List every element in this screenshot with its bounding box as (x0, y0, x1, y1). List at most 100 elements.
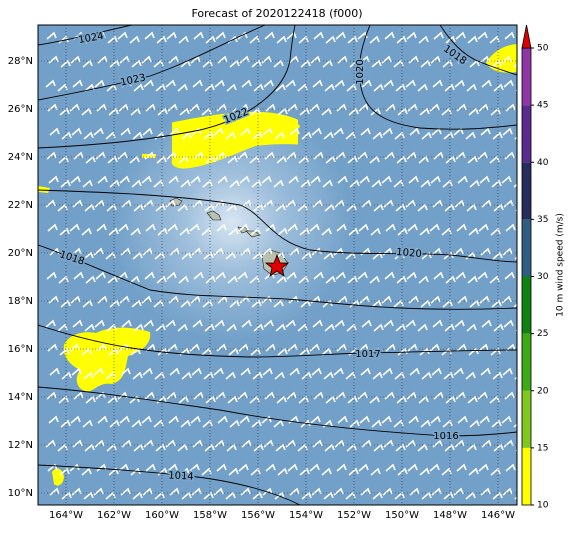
wind-barb (467, 395, 478, 404)
colorbar-extend (521, 24, 532, 49)
wind-barb (190, 55, 201, 64)
wind-barb (70, 295, 81, 304)
wind-barb (385, 103, 396, 112)
colorbar-segment (522, 162, 531, 220)
wind-barb (70, 175, 81, 184)
wind-barb (477, 31, 488, 40)
wind-barb (349, 179, 360, 188)
wind-barb (393, 419, 404, 428)
lon-tick-label: 146°W (481, 510, 515, 521)
wind-barb (301, 371, 312, 380)
wind-barb (201, 467, 212, 476)
wind-barb (119, 175, 130, 184)
wind-barb (193, 151, 204, 160)
wind-barb (312, 199, 323, 208)
wind-barb (129, 275, 140, 284)
wind-barb (214, 319, 225, 328)
wind-barb (241, 79, 252, 88)
wind-barb (385, 343, 396, 352)
wind-barb (480, 487, 491, 496)
wind-barb (265, 343, 276, 352)
wind-barb (408, 175, 419, 184)
wind-barb (120, 247, 131, 256)
wind-barb (69, 463, 80, 472)
wind-barb (97, 415, 108, 424)
wind-barb (49, 127, 60, 136)
lon-tick-label: 164°W (49, 510, 83, 521)
wind-barb (513, 63, 517, 68)
wind-barb (287, 223, 298, 232)
wind-barb (83, 491, 94, 500)
wind-barb (214, 439, 225, 448)
wind-barb (455, 271, 466, 280)
wind-barb (93, 487, 104, 496)
wind-barb (46, 271, 57, 280)
wind-barb (301, 131, 312, 140)
wind-barb (333, 367, 344, 376)
wind-barb (144, 151, 155, 160)
wind-barb (513, 423, 517, 428)
wind-barb (505, 223, 516, 232)
map-layer (38, 25, 517, 505)
lon-tick-label: 154°W (289, 510, 323, 521)
wind-barb (105, 131, 116, 140)
wind-barb (359, 175, 370, 184)
wind-barb (48, 175, 59, 184)
wind-barb (153, 179, 164, 188)
wind-barb (432, 79, 443, 88)
wind-barb (443, 131, 454, 140)
wind-barb (477, 271, 488, 280)
wind-barb (131, 179, 142, 188)
wind-barb (420, 179, 431, 188)
wind-barb (322, 179, 333, 188)
wind-barb (432, 319, 443, 328)
wind-barb (240, 487, 251, 496)
wind-barb (120, 127, 131, 136)
isobar (38, 324, 517, 358)
wind-barb (480, 127, 491, 136)
wind-barb (107, 395, 118, 404)
wind-barb (252, 371, 263, 380)
wind-barb (408, 415, 419, 424)
wind-barb (309, 463, 320, 472)
wind-barb (46, 391, 57, 400)
wind-barb (237, 151, 248, 160)
wind-barb (166, 271, 177, 280)
colorbar-segment (522, 219, 531, 277)
wind-barb (325, 275, 336, 284)
wind-barb (238, 463, 249, 472)
wind-barb (179, 467, 190, 476)
wind-barb (261, 415, 272, 424)
wind-barb (143, 319, 154, 328)
lat-tick-label: 22°N (8, 200, 33, 211)
wind-barb (491, 179, 502, 188)
wind-barb (493, 323, 504, 332)
wind-barb (479, 415, 490, 424)
isobar-label: 1017 (355, 349, 380, 360)
wind-barb (285, 79, 296, 88)
wind-barb (109, 179, 120, 188)
wind-barb (419, 107, 430, 116)
wind-barb (49, 487, 60, 496)
wind-barb (108, 467, 119, 476)
lon-tick-label: 148°W (433, 510, 467, 521)
isobar (359, 25, 517, 130)
wind-barb (226, 323, 237, 332)
wind-barb (453, 367, 464, 376)
wind-barb (130, 467, 141, 476)
wind-barb (193, 391, 204, 400)
wind-barb (348, 467, 359, 476)
wind-barb (217, 55, 228, 64)
wind-barb (227, 395, 238, 404)
colorbar-segment (522, 447, 531, 505)
wind-barb (190, 175, 201, 184)
wind-barb (181, 371, 192, 380)
colorbar-segment (522, 333, 531, 391)
wind-barb (47, 223, 58, 232)
wind-barb (393, 179, 404, 188)
wind-barb (165, 439, 176, 448)
wind-barb (45, 199, 56, 208)
wind-barb (83, 371, 94, 380)
wind-barb (189, 103, 200, 112)
wind-barb (253, 83, 264, 92)
